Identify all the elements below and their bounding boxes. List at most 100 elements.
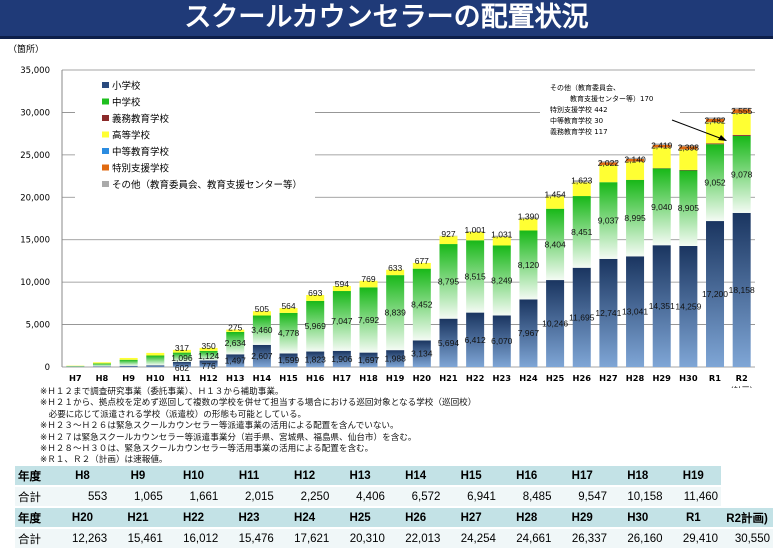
legend-label: 特別支援学校 <box>112 163 170 175</box>
bar-segment <box>706 117 725 119</box>
legend-label: 中学校 <box>112 97 141 109</box>
table-cell: H11 <box>221 466 277 485</box>
table-cell: H23 <box>221 508 277 527</box>
x-tick-label: H25 <box>546 373 565 383</box>
bar-segment <box>599 182 618 259</box>
x-tick-label: H15 <box>279 373 298 383</box>
data-label: 1,697 <box>358 355 380 365</box>
data-label: 1,454 <box>544 189 566 199</box>
data-label: 2,634 <box>225 338 247 348</box>
table-cell: H14 <box>387 466 444 485</box>
data-label: 1,988 <box>385 354 407 364</box>
table-cell: 9,547 <box>554 487 610 506</box>
table-cell: H16 <box>498 466 555 485</box>
bar-segment <box>599 161 618 163</box>
annotation-bg <box>540 82 680 136</box>
table-cell: H8 <box>54 466 111 485</box>
bar-segment <box>466 312 485 367</box>
bar-segment <box>439 318 458 367</box>
table-cell: 30,550 <box>721 529 773 548</box>
annotation-text: 特別支援学校 442 <box>550 105 608 114</box>
data-label: 8,795 <box>438 276 460 286</box>
footnote: ※Ｒ１、Ｒ２（計画）は速報値。 <box>40 455 168 466</box>
page-title: スクールカウンセラーの配置状況 <box>0 0 773 39</box>
bar-segment <box>599 162 618 165</box>
table-cell: 12,263 <box>54 529 111 548</box>
bar-segment <box>279 308 298 313</box>
data-label: 2,419 <box>651 141 673 151</box>
table-cell: H9 <box>110 466 166 485</box>
legend-swatch <box>102 148 109 154</box>
bar-segment <box>546 280 565 367</box>
x-sublabel: （計画） <box>726 385 758 388</box>
bar-segment <box>359 280 378 288</box>
bar-segment <box>546 208 565 281</box>
legend-label: その他（教育委員会、教育支援センター等） <box>112 179 302 191</box>
bar-segment <box>492 236 511 246</box>
bar-segment <box>706 143 725 145</box>
footnote: ※Ｈ２８～Ｈ３０は、緊急スクールカウンセラー等活用事業の活用による配置を含む。 <box>40 444 374 455</box>
x-tick-label: H27 <box>599 373 618 383</box>
table-cell: H24 <box>276 508 333 527</box>
bar-segment <box>199 347 218 351</box>
data-label: 564 <box>281 301 295 311</box>
bar-segment <box>679 169 698 171</box>
x-tick-label: H18 <box>359 373 378 383</box>
data-label: 633 <box>388 263 402 273</box>
footnote: ※Ｈ２１から、拠点校を定めず巡回して複数の学校を併せて担当する場合における巡回対… <box>40 398 477 409</box>
stacked-bar-chart: （箇所） 0 5,000 10,000 15,000 20,000 25,000 30,000… <box>8 43 758 388</box>
bar-segment <box>252 311 271 316</box>
data-label: 13,041 <box>622 307 648 317</box>
annotation-text: 中等教育学校 30 <box>550 116 603 125</box>
table-cell: 24,254 <box>443 529 499 548</box>
data-label: 1,497 <box>225 356 247 366</box>
bar-segment <box>92 362 111 364</box>
table-cell: 26,160 <box>610 529 666 548</box>
bar-segment <box>679 145 698 147</box>
table-cell: 1,065 <box>110 487 166 506</box>
bar-segment <box>706 221 725 367</box>
bar-segment <box>599 165 618 183</box>
legend-swatch <box>102 131 109 138</box>
table-cell: R1 <box>665 508 722 527</box>
bar-segment <box>386 275 405 351</box>
data-label: 275 <box>228 323 242 333</box>
bar-segment <box>706 118 725 123</box>
data-label: 2,022 <box>598 158 620 168</box>
bar-segment <box>572 267 591 367</box>
data-label: 776 <box>202 361 216 371</box>
bar-segment <box>546 194 565 197</box>
table-cell: 10,158 <box>610 487 666 506</box>
x-tick-label: H10 <box>146 373 165 383</box>
data-label: 1,390 <box>518 212 540 222</box>
bar-segment <box>199 350 218 361</box>
legend-swatch <box>102 82 109 88</box>
bar-segment <box>412 268 431 341</box>
data-label: 3,460 <box>251 325 273 335</box>
data-label: 602 <box>175 363 189 373</box>
table-cell: H15 <box>443 466 499 485</box>
bar-segment <box>519 217 538 219</box>
table-cell: 2,015 <box>221 487 277 506</box>
table-cell: 6,941 <box>443 487 499 506</box>
bar-segment <box>172 361 191 367</box>
data-label: 8,249 <box>491 275 513 285</box>
bar-segment <box>679 170 698 247</box>
bar-segment <box>626 180 645 257</box>
data-label: 8,404 <box>544 239 566 249</box>
data-label: 17,200 <box>702 289 728 299</box>
table-row: 年度 H8 H9 H10 H11 H12 H13 H14 H15 H16 H17 H18 H19 <box>15 466 773 485</box>
bar-segment <box>679 149 698 170</box>
bar-segment <box>119 365 138 367</box>
bar-segment <box>732 135 751 213</box>
table-cell: 16,012 <box>165 529 222 548</box>
bar-segment <box>66 365 85 367</box>
data-label: 5,969 <box>305 321 327 331</box>
title-text: スクールカウンセラーの配置状況 <box>0 0 773 39</box>
y-tick-label: 10,000 <box>20 278 50 288</box>
footnote: ※Ｈ１２まで調査研究事業（委託事業）、Ｈ１３から補助事業。 <box>40 387 284 397</box>
bar-segment <box>466 231 485 232</box>
bar-segment <box>332 291 351 351</box>
x-tick-label: H26 <box>573 373 592 383</box>
data-label: 2,482 <box>704 115 726 125</box>
